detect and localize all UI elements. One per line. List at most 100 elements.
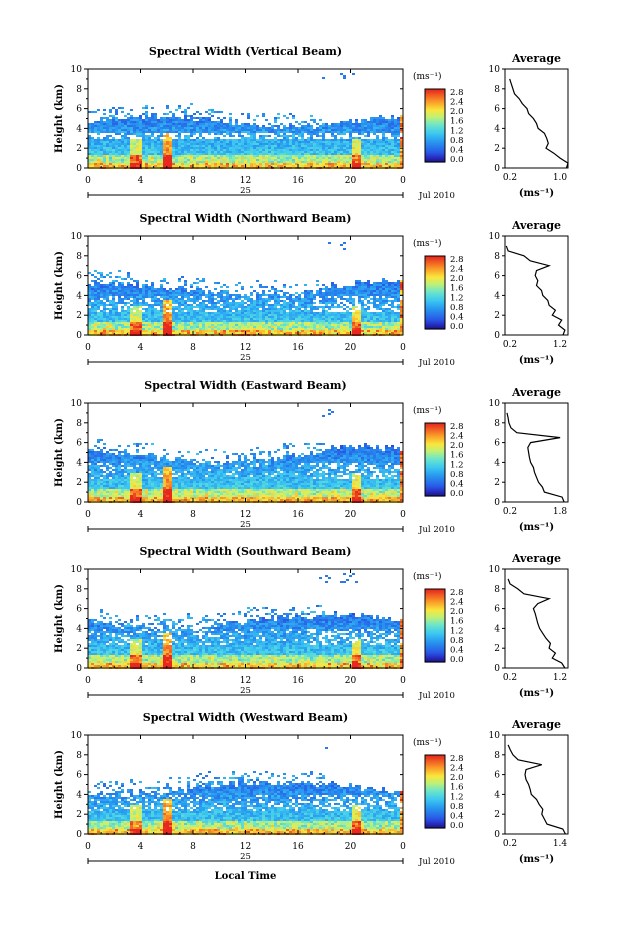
heatmap-cell [142,328,145,330]
heatmap-cell [319,143,322,145]
heatmap-cell [160,163,163,165]
heatmap-cell [244,318,247,320]
heatmap-cell [142,119,145,121]
heatmap-cell [370,153,373,155]
heatmap-cell [349,123,352,125]
heatmap-cell [325,165,328,167]
heatmap-cell [145,314,148,316]
heatmap-cell [190,320,193,322]
heatmap-cell [370,286,373,288]
heatmap-cell [343,149,346,151]
heatmap-cell [391,119,394,121]
heatmap-cell [343,312,346,314]
heatmap-cell [214,294,217,296]
heatmap-cell [160,280,163,282]
heatmap-cell [91,111,94,113]
heatmap-cell [319,288,322,290]
heatmap-cell [142,286,145,288]
heatmap-cell [241,129,244,131]
heatmap-cell [349,125,352,127]
colorbar-tick-label: 2.0 [450,107,464,117]
heatmap-cell [313,119,316,121]
heatmap-cell [322,165,325,167]
heatmap-cell [277,312,280,314]
heatmap-cell [238,298,241,300]
heatmap-cell [325,163,328,165]
heatmap-cell [217,151,220,153]
heatmap-cell [322,145,325,147]
heatmap-cell [106,304,109,306]
heatmap-cell [376,131,379,133]
heatmap-cell [169,125,172,127]
heatmap-cell [244,324,247,326]
heatmap-cell [133,312,136,314]
heatmap-cell [226,127,229,129]
heatmap-cell [112,330,115,332]
heatmap-cell [241,318,244,320]
heatmap-cell [217,145,220,147]
heatmap-cell [181,127,184,129]
heatmap-cell [91,155,94,157]
heatmap-cell [205,111,208,113]
heatmap-cell [142,314,145,316]
heatmap-cell [379,163,382,165]
heatmap-cell [331,141,334,143]
heatmap-cell [187,296,190,298]
colorbar-segment [425,153,445,156]
heatmap-cell [196,147,199,149]
heatmap-cell [370,294,373,296]
heatmap-cell [259,151,262,153]
heatmap-cell [220,308,223,310]
heatmap-cell [379,316,382,318]
heatmap-cell [340,312,343,314]
heatmap-cell [190,324,193,326]
heatmap-cell [241,127,244,129]
heatmap-cell [151,127,154,129]
heatmap-cell [328,145,331,147]
heatmap-cell [283,312,286,314]
heatmap-cell [301,129,304,131]
heatmap-cell [175,135,178,137]
heatmap-cell [367,312,370,314]
heatmap-cell [121,145,124,147]
heatmap-cell [88,147,91,149]
heatmap-cell [238,143,241,145]
heatmap-cell [208,123,211,125]
heatmap-cell [223,131,226,133]
heatmap-cell [235,165,238,167]
heatmap-cell [274,292,277,294]
heatmap-cell [325,298,328,300]
heatmap-cell [121,155,124,157]
heatmap-cell [130,143,133,145]
heatmap-cell [373,312,376,314]
heatmap-cell [196,111,199,113]
heatmap-cell [106,159,109,161]
heatmap-cell [106,320,109,322]
heatmap-cell [115,109,118,111]
heatmap-cell [160,308,163,310]
heatmap-cell [154,161,157,163]
heatmap-cell [211,328,214,330]
heatmap-cell [136,117,139,119]
heatmap-cell [100,288,103,290]
heatmap-cell [304,284,307,286]
heatmap-cell [340,131,343,133]
heatmap-cell [283,326,286,328]
heatmap-cell [346,165,349,167]
heatmap-cell [121,288,124,290]
heatmap-cell [190,284,193,286]
heatmap-cell [364,284,367,286]
heatmap-cell [322,129,325,131]
heatmap-cell [379,306,382,308]
heatmap-cell [181,149,184,151]
heatmap-cell [337,322,340,324]
heatmap-cell [364,157,367,159]
average-x-label: (ms⁻¹) [519,188,554,199]
heatmap-cell [382,294,385,296]
heatmap-cell [349,292,352,294]
heatmap-cell [262,320,265,322]
heatmap-cell [274,147,277,149]
heatmap-cell [334,330,337,332]
heatmap-cell [142,296,145,298]
heatmap-cell [313,312,316,314]
